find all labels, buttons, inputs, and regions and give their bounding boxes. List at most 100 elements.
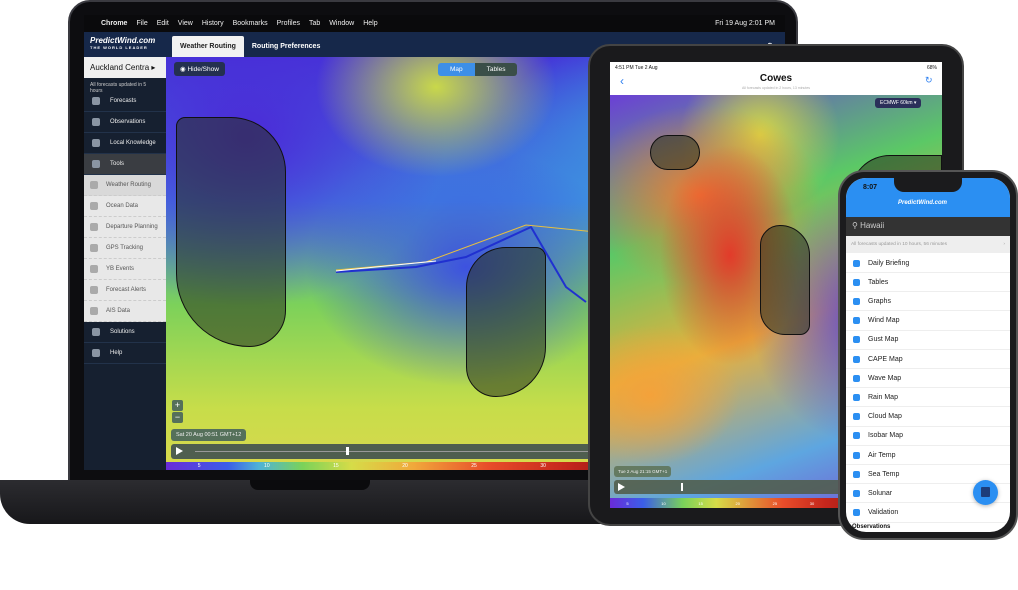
menu-item-air-temp[interactable]: Air Temp: [846, 446, 1010, 465]
scale-label: 10: [264, 463, 270, 469]
update-text: All forecasts updated in 10 hours, 56 mi…: [851, 242, 947, 247]
menu-file[interactable]: File: [136, 20, 148, 27]
hide-show-button[interactable]: ◉ Hide/Show: [174, 62, 225, 76]
ais-icon: [90, 307, 98, 315]
scale-label: 15: [698, 500, 703, 506]
menu-item-label: Daily Briefing: [868, 259, 910, 267]
menu-item-cloud-map[interactable]: Cloud Map: [846, 408, 1010, 427]
back-chevron-icon[interactable]: ‹: [620, 74, 624, 88]
menu-item-cape-map[interactable]: CAPE Map: [846, 350, 1010, 369]
menu-item-rain-map[interactable]: Rain Map: [846, 388, 1010, 408]
menu-help[interactable]: Help: [363, 20, 378, 27]
play-icon[interactable]: [618, 483, 625, 491]
menu-edit[interactable]: Edit: [156, 20, 169, 27]
forecast-update-status: All forecasts updated in 5 hours: [90, 82, 147, 94]
scale-label: 5: [197, 463, 201, 469]
logo-text: PredictWind.com: [90, 36, 156, 45]
forecast-time: Tue 2 Aug 21:15 GMT+1: [614, 466, 672, 477]
forecast-update-status[interactable]: All forecasts updated in 10 hours, 56 mi…: [846, 236, 1010, 253]
menu-item-gust-map[interactable]: Gust Map: [846, 331, 1010, 350]
sidebar-item-ais-data[interactable]: AIS Data: [84, 301, 166, 322]
menu-item-label: Validation: [868, 509, 899, 517]
menu-profiles[interactable]: Profiles: [276, 20, 300, 27]
menu-item-wave-map[interactable]: Wave Map: [846, 369, 1010, 389]
sidebar-item-forecasts[interactable]: Forecasts: [84, 91, 166, 112]
menu-item-sea-temp[interactable]: Sea Temp: [846, 465, 1010, 485]
menu-bookmarks[interactable]: Bookmarks: [232, 20, 268, 27]
zoom-in-button[interactable]: +: [172, 400, 183, 411]
sidebar-item-solutions[interactable]: Solutions: [84, 322, 166, 343]
sidebar-item-tools[interactable]: Tools: [84, 154, 166, 175]
scale-label: 5: [626, 500, 629, 506]
sidebar-item-yb-events[interactable]: YB Events: [84, 259, 166, 280]
rain-map-icon: [853, 393, 860, 401]
predictwind-logo[interactable]: PredictWind.com THE WORLD LEADER: [84, 36, 172, 57]
menu-item-label: CAPE Map: [868, 355, 903, 363]
tab-map[interactable]: Map: [438, 63, 475, 76]
menu-window[interactable]: Window: [329, 20, 355, 27]
location-selector[interactable]: ⚲ Hawaii: [846, 217, 1010, 236]
sidebar-item-departure-planning[interactable]: Departure Planning: [84, 217, 166, 238]
tab-routing-preferences[interactable]: Routing Preferences: [251, 43, 321, 50]
predictwind-logo: PredictWind.com: [898, 200, 947, 206]
battery-level: 68%: [926, 65, 937, 71]
scale-label: 25: [772, 500, 778, 506]
sidebar-item-label: Forecast Alerts: [106, 287, 147, 293]
menu-item-validation[interactable]: Validation: [846, 504, 1010, 523]
menubar-clock: Fri 19 Aug 2:01 PM: [715, 20, 775, 27]
menu-item-wind-map[interactable]: Wind Map: [846, 312, 1010, 331]
menu-item-label: Tables: [868, 278, 889, 286]
hide-show-label: Hide/Show: [187, 66, 219, 73]
sidebar-item-help[interactable]: Help: [84, 343, 166, 364]
sidebar-item-label: AIS Data: [106, 308, 131, 314]
sidebar-item-gps-tracking[interactable]: GPS Tracking: [84, 238, 166, 259]
ocean-icon: [90, 202, 98, 210]
refresh-icon[interactable]: ↻: [925, 75, 933, 85]
location-selector[interactable]: Auckland Centra ▸: [84, 57, 166, 78]
menu-item-solunar[interactable]: Solunar: [846, 484, 1010, 504]
sidebar-item-label: Departure Planning: [106, 224, 158, 230]
chat-button[interactable]: [973, 480, 998, 505]
menu-item-isobar-map[interactable]: Isobar Map: [846, 427, 1010, 446]
timeline-slider[interactable]: [345, 447, 349, 455]
sidebar-item-label: Observations: [110, 119, 146, 125]
menu-view[interactable]: View: [177, 20, 193, 27]
sidebar-item-ocean-data[interactable]: Ocean Data: [84, 196, 166, 217]
menu-item-label: Solunar: [868, 489, 893, 497]
menu-item-daily-briefing[interactable]: Daily Briefing: [846, 254, 1010, 273]
timeline-slider[interactable]: [681, 483, 683, 491]
chevron-right-icon: ›: [1003, 242, 1005, 247]
scale-label: 15: [333, 463, 339, 469]
menu-tab[interactable]: Tab: [308, 20, 321, 27]
menu-item-tables[interactable]: Tables: [846, 273, 1010, 293]
sidebar-item-local-knowledge[interactable]: Local Knowledge: [84, 133, 166, 154]
menu-history[interactable]: History: [201, 20, 224, 27]
sidebar-item-label: Ocean Data: [106, 203, 139, 209]
sidebar-item-label: Tools: [110, 161, 125, 167]
hammer-icon: [92, 160, 100, 168]
departure-icon: [90, 223, 98, 231]
forecast-update-status: All forecasts updated in 2 hours, 13 min…: [741, 86, 811, 90]
zoom-out-button[interactable]: −: [172, 412, 183, 423]
sidebar-item-observations[interactable]: Observations: [84, 112, 166, 133]
sidebar-item-weather-routing[interactable]: Weather Routing: [84, 175, 166, 196]
wind-map-icon: [853, 317, 860, 325]
menu-chrome[interactable]: Chrome: [101, 20, 128, 27]
sidebar-item-label: Forecasts: [110, 98, 137, 104]
daily-briefing-icon: [853, 259, 860, 267]
model-selector[interactable]: ECMWF 60km ▾: [875, 98, 922, 108]
sidebar-item-forecast-alerts[interactable]: Forecast Alerts: [84, 280, 166, 301]
pin-icon: [92, 139, 100, 147]
sidebar-item-label: Solutions: [110, 329, 135, 335]
menu-item-graphs[interactable]: Graphs: [846, 292, 1010, 312]
play-icon[interactable]: [176, 447, 183, 455]
tablet-status-bar: 4:51 PM Tue 2 Aug 68%: [610, 62, 942, 73]
logo-tagline: THE WORLD LEADER: [90, 45, 148, 50]
tab-tables[interactable]: Tables: [474, 63, 518, 76]
isobar-map-icon: [853, 432, 860, 440]
timeline-track[interactable]: [195, 451, 775, 452]
tab-weather-routing[interactable]: Weather Routing: [172, 36, 244, 57]
sidebar-item-label: Help: [110, 350, 123, 356]
tables-icon: [853, 278, 860, 286]
mac-menubar: Chrome File Edit View History Bookmarks …: [84, 15, 785, 32]
